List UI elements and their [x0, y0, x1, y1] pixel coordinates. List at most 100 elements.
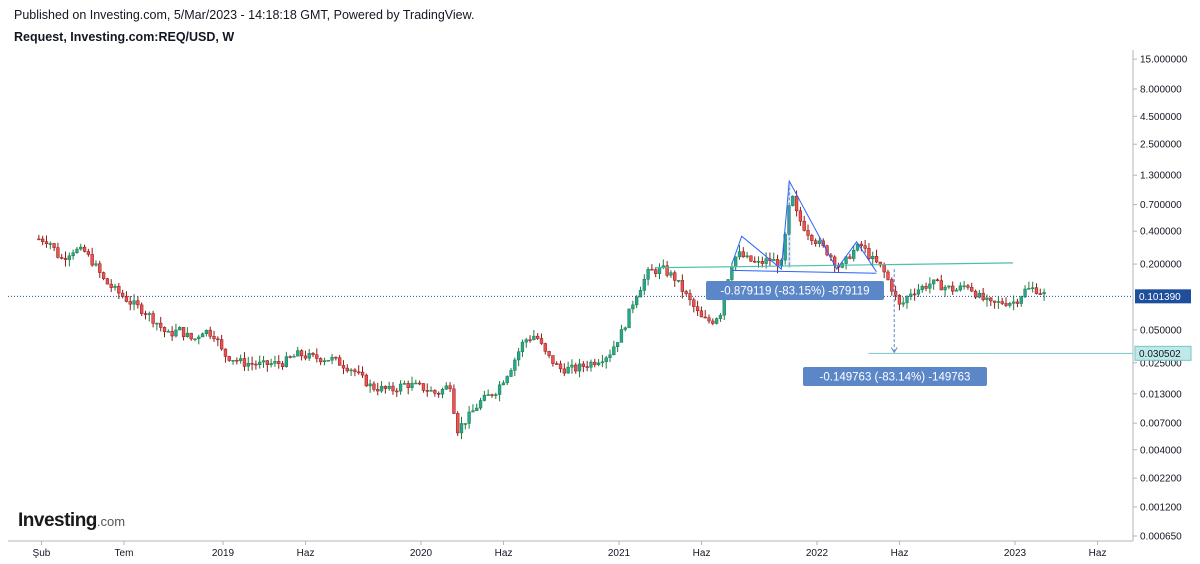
candle-body — [334, 356, 338, 359]
candles — [37, 190, 1046, 440]
annotations: 0.101390 0.030502 -0.879119 (-83.15%) -879… — [706, 281, 1192, 386]
candle-body — [612, 346, 616, 356]
candle-body — [37, 238, 41, 241]
candle-body — [871, 256, 875, 260]
candle-body — [581, 363, 586, 367]
candle-body — [269, 363, 273, 366]
candle-body — [1000, 301, 1004, 304]
candle-body — [132, 300, 136, 305]
candle-body — [813, 240, 818, 244]
candle-body — [513, 359, 517, 371]
candle-body — [136, 300, 140, 306]
candle-body — [615, 342, 620, 348]
candle-body — [155, 322, 159, 325]
candle-body — [874, 256, 879, 263]
candle-body — [143, 313, 148, 315]
measure-zone-1 — [787, 182, 792, 268]
candle-body — [962, 285, 966, 288]
candle-body — [212, 336, 216, 340]
candle-body — [528, 339, 532, 341]
candle-body — [254, 363, 258, 366]
candle-body — [364, 374, 368, 387]
candle-body — [703, 316, 707, 319]
candle-body — [162, 327, 167, 332]
candle-body — [954, 289, 959, 292]
candle-body — [219, 339, 224, 350]
candle-body — [589, 361, 593, 368]
candle-body — [140, 304, 144, 314]
candle-body — [593, 361, 597, 365]
candle-body — [760, 261, 764, 264]
candle-body — [699, 310, 704, 318]
y-tick-label: 4.500000 — [1140, 112, 1182, 123]
candle-body — [63, 257, 68, 260]
candle-body — [745, 255, 749, 258]
candle-body — [973, 290, 978, 298]
candle-body — [174, 329, 178, 337]
candle-body — [772, 259, 776, 261]
candle-body — [585, 366, 589, 368]
y-tick-label: 0.004000 — [1140, 445, 1182, 456]
candle-body — [996, 301, 1001, 303]
candle-body — [909, 293, 913, 297]
candle-body — [596, 362, 601, 365]
x-tick-label: Haz — [891, 548, 909, 559]
trend-line — [654, 262, 1014, 269]
y-tick-label: 0.700000 — [1140, 200, 1182, 211]
candle-body — [402, 383, 407, 385]
candle-body — [318, 358, 323, 363]
candle-body — [566, 366, 570, 374]
candle-body — [410, 382, 414, 388]
candle-body — [501, 382, 506, 386]
x-axis: Şub Tem 2019 Haz 2020 Haz 2021 Haz 2022 Haz 2023 Ha… — [8, 540, 1133, 559]
x-tick-label: 2022 — [806, 548, 829, 559]
y-tick-label: 2.500000 — [1140, 140, 1182, 151]
candle-body — [322, 360, 327, 363]
candle-body — [90, 254, 94, 266]
x-tick-label: Tem — [115, 548, 134, 559]
candle-body — [48, 243, 52, 245]
candle-body — [94, 263, 98, 266]
candle-body — [520, 341, 525, 352]
y-tick-label: 0.200000 — [1140, 260, 1182, 271]
candle-body — [101, 272, 106, 279]
candle-body — [71, 252, 75, 257]
candle-body — [497, 384, 502, 395]
candle-body — [619, 329, 624, 343]
candle-body — [128, 301, 132, 305]
candle-body — [387, 385, 391, 389]
candle-body — [117, 285, 121, 294]
candle-body — [452, 388, 456, 414]
candle-body — [654, 269, 658, 274]
support-label: 0.030502 — [1139, 349, 1181, 360]
candle-body — [764, 258, 768, 264]
candle-body — [505, 376, 509, 384]
candle-body — [1008, 303, 1012, 306]
candle-body — [604, 357, 608, 363]
candle-body — [242, 358, 247, 367]
candle-body — [817, 240, 822, 244]
candle-body — [280, 363, 285, 367]
measure-box-1 — [706, 281, 884, 300]
candle-body — [966, 285, 970, 288]
candle-body — [166, 331, 170, 333]
candle-body — [357, 371, 361, 374]
x-tick-label: Haz — [1089, 548, 1107, 559]
candle-body — [185, 332, 190, 337]
candle-body — [383, 386, 388, 389]
candle-body — [532, 335, 536, 340]
candle-body — [56, 247, 60, 258]
y-tick-label: 0.007000 — [1140, 419, 1182, 430]
candle-body — [859, 243, 863, 246]
candle-body — [577, 363, 582, 372]
y-tick-label: 0.002200 — [1140, 474, 1182, 485]
candle-body — [951, 285, 955, 292]
candle-body — [151, 313, 155, 324]
candle-body — [459, 423, 464, 434]
candle-body — [376, 389, 380, 392]
candle-body — [261, 360, 266, 363]
candle-body — [536, 335, 540, 339]
candle-body — [574, 364, 578, 372]
candle-body — [977, 292, 982, 298]
